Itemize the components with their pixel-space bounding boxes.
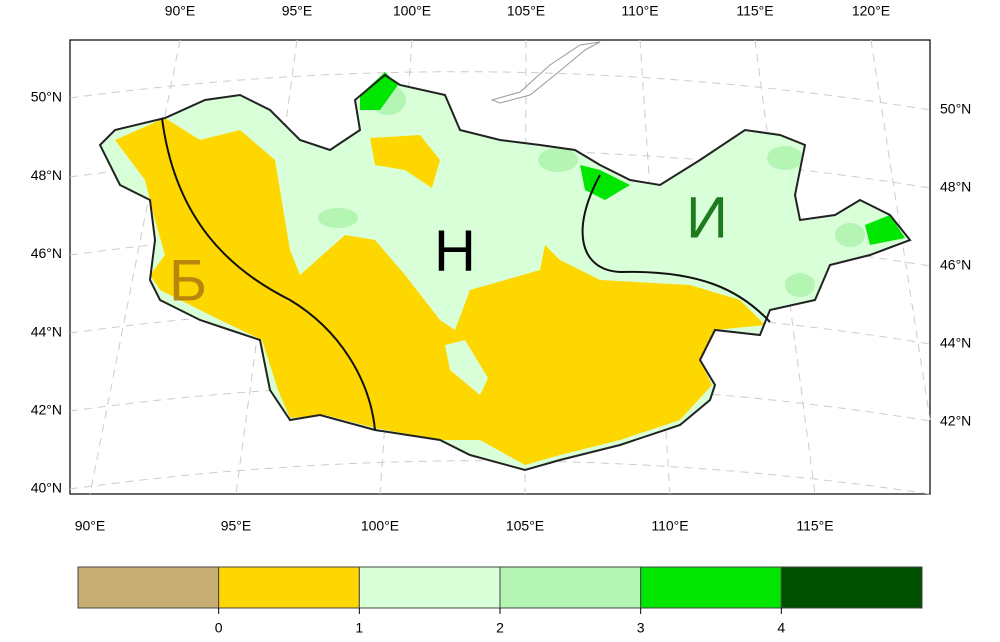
colorbar: 0 1 2 3 4 bbox=[77, 566, 923, 636]
colorbar-tick-label: 1 bbox=[355, 620, 363, 636]
colorbar-swatch bbox=[77, 566, 220, 609]
colorbar-tick-label: 4 bbox=[777, 620, 785, 636]
bottom-lon-label: 90°E bbox=[75, 518, 106, 534]
right-lat-label: 46°N bbox=[940, 257, 971, 273]
top-lon-label: 105°E bbox=[507, 3, 545, 19]
colorbar-swatch bbox=[780, 566, 923, 609]
green-patches bbox=[360, 72, 905, 245]
right-lat-label: 42°N bbox=[940, 413, 971, 429]
colorbar-tick-label: 0 bbox=[215, 620, 223, 636]
bottom-lon-label: 95°E bbox=[221, 518, 252, 534]
zone-boundary bbox=[161, 117, 376, 431]
colorbar-swatch bbox=[499, 566, 642, 609]
dry-region bbox=[115, 118, 765, 465]
colorbar-swatch bbox=[218, 566, 360, 609]
top-lon-label: 100°E bbox=[393, 3, 431, 19]
region-label: Н bbox=[434, 218, 476, 283]
left-lat-label: 44°N bbox=[31, 323, 62, 339]
colorbar-tick-label: 3 bbox=[637, 620, 645, 636]
country-border bbox=[98, 73, 912, 472]
dry-patch bbox=[370, 135, 440, 188]
left-lat-label: 46°N bbox=[31, 245, 62, 261]
bottom-lon-label: 110°E bbox=[651, 518, 688, 534]
neighbor-border bbox=[490, 41, 601, 104]
top-lon-label: 115°E bbox=[736, 3, 773, 19]
wet-patch bbox=[445, 340, 488, 395]
top-lon-label: 95°E bbox=[282, 3, 313, 19]
left-lat-label: 48°N bbox=[31, 167, 62, 183]
top-lon-label: 90°E bbox=[165, 3, 196, 19]
top-lon-label: 110°E bbox=[621, 3, 658, 19]
zone-boundary bbox=[581, 174, 771, 323]
region-label: Б bbox=[169, 248, 207, 313]
region-label: И bbox=[686, 185, 728, 250]
top-lon-label: 120°E bbox=[852, 3, 890, 19]
right-lat-label: 50°N bbox=[940, 101, 971, 117]
colorbar-tick-label: 2 bbox=[496, 620, 504, 636]
bottom-lon-label: 115°E bbox=[796, 518, 833, 534]
right-lat-label: 48°N bbox=[940, 179, 971, 195]
left-lat-label: 50°N bbox=[31, 89, 62, 105]
left-lat-label: 42°N bbox=[31, 402, 62, 418]
left-lat-label: 40°N bbox=[31, 480, 62, 496]
colorbar-swatch bbox=[640, 566, 782, 609]
bottom-lon-label: 105°E bbox=[506, 518, 544, 534]
colorbar-swatch bbox=[358, 566, 501, 609]
right-lat-label: 44°N bbox=[940, 335, 971, 351]
bottom-lon-label: 100°E bbox=[361, 518, 399, 534]
